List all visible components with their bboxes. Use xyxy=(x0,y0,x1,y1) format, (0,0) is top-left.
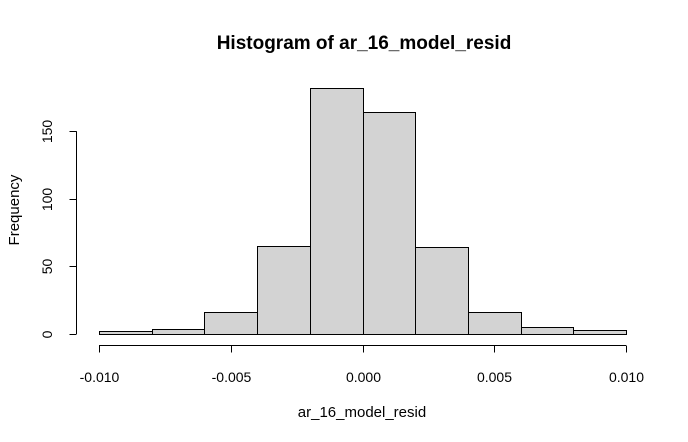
histogram-bar xyxy=(204,312,258,335)
histogram-bar xyxy=(468,312,522,335)
histogram-bar xyxy=(310,88,364,335)
x-tick-label: -0.005 xyxy=(212,369,252,385)
y-tick-label: 0 xyxy=(39,330,55,338)
y-axis: 0 50 100 150 xyxy=(39,120,77,338)
histogram-bar xyxy=(152,329,205,335)
y-tick-label: 50 xyxy=(39,259,55,275)
x-tick-label: 0.005 xyxy=(477,369,512,385)
y-tick-label: 100 xyxy=(39,188,55,212)
histogram-bar xyxy=(257,246,311,335)
y-tick-label: 150 xyxy=(39,120,55,144)
histogram-bar xyxy=(363,112,416,335)
x-tick-label: 0.000 xyxy=(346,369,381,385)
y-axis-title: Frequency xyxy=(6,174,23,245)
histogram-bar xyxy=(573,330,627,335)
chart-title: Histogram of ar_16_model_resid xyxy=(217,33,512,54)
histogram-bar xyxy=(99,331,153,335)
x-axis: -0.010 -0.005 0.000 0.005 0.010 xyxy=(80,345,644,385)
x-tick-label: -0.010 xyxy=(80,369,120,385)
x-axis-title: ar_16_model_resid xyxy=(298,404,426,421)
x-tick-label: 0.010 xyxy=(609,369,644,385)
histogram-bar xyxy=(521,327,574,335)
histogram-bar xyxy=(415,247,469,335)
bars-group xyxy=(99,88,627,335)
